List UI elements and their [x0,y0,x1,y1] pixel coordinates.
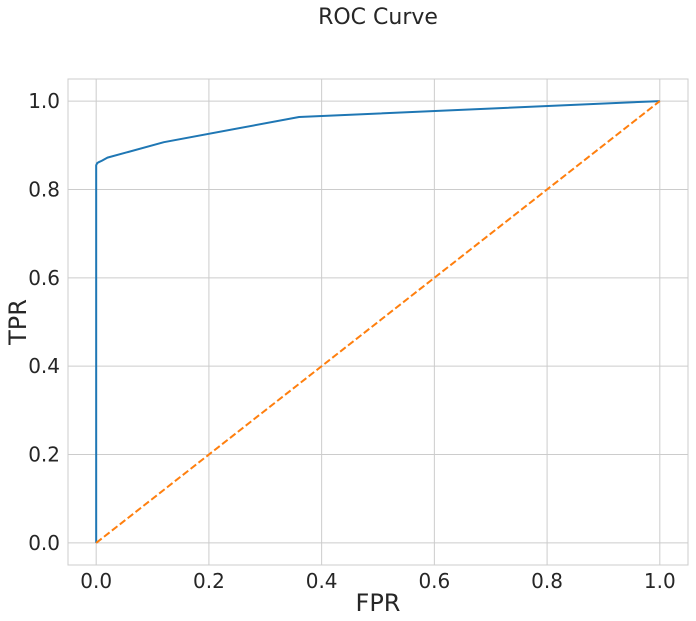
y-tick-labels: 0.0 0.2 0.4 0.6 0.8 1.0 [28,89,60,555]
y-tick-label: 1.0 [28,89,60,113]
x-tick-label: 0.0 [80,569,112,593]
series-layer [95,100,661,544]
plot-frame [67,78,689,566]
y-tick-label: 0.6 [28,266,60,290]
y-axis-title: TPR [4,299,32,346]
chart-title: ROC Curve [318,5,438,30]
x-axis-title: FPR [356,589,401,617]
x-tick-label: 0.6 [418,569,450,593]
y-tick-label: 0.2 [28,443,60,467]
y-tick-label: 0.8 [28,177,60,201]
reference-diagonal-line [95,100,661,544]
x-tick-label: 0.8 [531,569,563,593]
y-tick-label: 0.0 [28,531,60,555]
x-tick-label: 0.2 [193,569,225,593]
x-tick-labels: 0.0 0.2 0.4 0.6 0.8 1.0 [80,569,675,593]
y-tick-label: 0.4 [28,354,60,378]
roc-curve-line [95,100,660,543]
x-tick-label: 0.4 [306,569,338,593]
x-tick-label: 1.0 [644,569,676,593]
grid-lines [68,79,688,565]
